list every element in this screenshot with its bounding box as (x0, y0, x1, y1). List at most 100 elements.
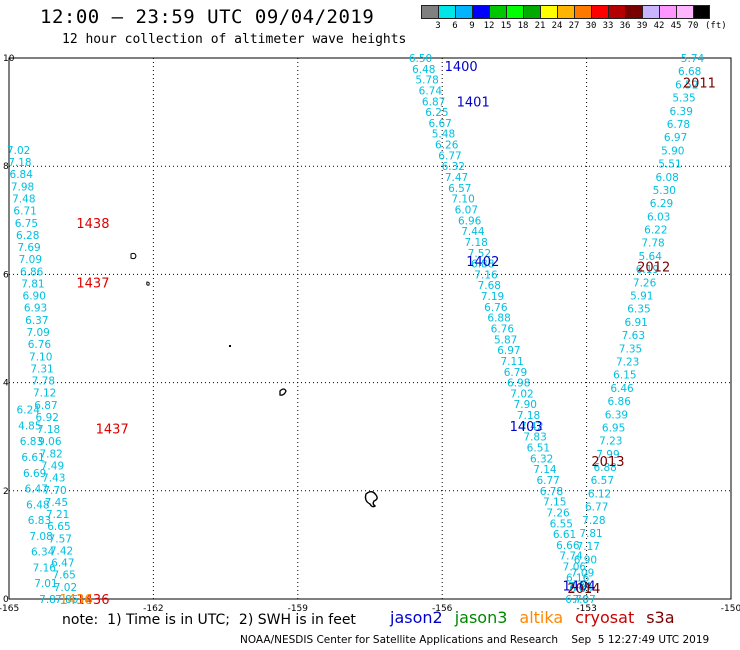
swh-value: 6.57 (448, 183, 471, 195)
swh-value: 6.55 (550, 518, 573, 530)
swh-value: 7.19 (481, 291, 504, 303)
axis-ticks: -165 -162 -159 -156 -153 -150 0 2 4 6 8 10 (0, 54, 740, 614)
swh-value: 7.01 (34, 578, 57, 590)
swh-value: 6.68 (678, 66, 701, 78)
swh-value: 7.98 (11, 181, 34, 193)
swh-value: 6.39 (670, 106, 693, 118)
swh-value: 7.43 (42, 473, 65, 485)
swh-value: 7.10 (29, 351, 52, 363)
swh-value: 6.69 (23, 468, 46, 480)
swh-value: 6.88 (487, 313, 510, 325)
swh-value: 6.83 (20, 436, 43, 448)
swh-value: 6.24 (17, 405, 41, 417)
swh-value: 6.83 (569, 583, 592, 595)
colorbar-swatch (506, 5, 523, 19)
swh-value: 6.67 (428, 118, 451, 130)
pass-label: 1404 (563, 579, 596, 594)
swh-value: 9.06 (38, 436, 62, 448)
swh-value: 7.85 (55, 594, 78, 606)
swh-value: 6.77 (536, 475, 559, 487)
pass-labels: 1400 1401 1402 1403 1404 1438 1437 1437 14361436… (60, 60, 716, 608)
swh-value: 6.93 (24, 303, 47, 315)
swh-value: 6.87 (422, 96, 445, 108)
swh-value: 7.23 (616, 356, 639, 368)
swh-value: 7.09 (19, 254, 42, 266)
swh-value: 6.51 (527, 443, 550, 455)
swh-value: 7.18 (37, 424, 60, 436)
colorbar-label: 3 (435, 21, 441, 31)
swh-value: 7.69 (17, 242, 40, 254)
mission-legend: jason2 jason3 altika cryosat s3a (390, 608, 687, 627)
swh-value: 7.16 (474, 269, 498, 281)
island (130, 252, 137, 260)
swh-value: 6.65 (47, 521, 70, 533)
colorbar-label: 24 (551, 21, 563, 31)
swh-value: 7.10 (451, 194, 474, 206)
pass-label: 2012 (637, 260, 670, 275)
mission-name: cryosat (575, 608, 635, 627)
swh-value: 7.23 (599, 436, 622, 448)
colorbar-swatch (421, 5, 438, 19)
colorbar-swatch (540, 5, 557, 19)
swh-value: 6.86 (608, 396, 632, 408)
pass-label: 2013 (591, 455, 624, 470)
pass-label: 2014 (567, 582, 600, 597)
swh-value: 6.84 (10, 169, 34, 181)
swh-value: 6.77 (438, 150, 461, 162)
swh-value: 5.74 (681, 53, 705, 65)
swh-value: 6.66 (556, 540, 580, 552)
swh-value: 5.35 (672, 93, 695, 105)
swh-value: 6.88 (593, 462, 616, 474)
swh-value: 6.47 (25, 484, 48, 496)
colorbar-label: 36 (619, 21, 631, 31)
swh-value: 6.97 (497, 345, 520, 357)
swh-value: 7.02 (54, 582, 77, 594)
colorbar (421, 5, 710, 19)
swh-value: 7.18 (517, 410, 540, 422)
swh-value: 6.92 (36, 412, 59, 424)
swh-value: 6.74 (419, 85, 443, 97)
swh-value: 6.83 (28, 515, 51, 527)
colorbar-label: 15 (500, 21, 512, 31)
swh-value: 7.31 (30, 363, 53, 375)
swh-value: 6.47 (51, 558, 74, 570)
swh-value: 5.78 (415, 75, 438, 87)
swh-value: 5.87 (494, 334, 517, 346)
x-tick-label: -159 (288, 604, 309, 614)
swh-value: 7.82 (39, 448, 62, 460)
swh-value: 6.28 (16, 230, 39, 242)
colorbar-swatch (489, 5, 506, 19)
swh-value: 6.57 (591, 475, 614, 487)
swh-value: 6.15 (613, 370, 636, 382)
swh-value: 6.25 (425, 107, 448, 119)
swh-value: 6.37 (25, 315, 48, 327)
swh-value: 7.47 (445, 172, 468, 184)
swh-value: 6.48 (26, 499, 49, 511)
swh-value: 7.42 (50, 545, 73, 557)
mission-name: jason2 (390, 608, 443, 627)
swh-value: 7.49 (41, 461, 64, 473)
swh-value: 6.52 (675, 79, 698, 91)
swh-value: 6.78 (667, 119, 690, 131)
swh-value: 7.52 (468, 248, 491, 260)
swh-value: 7.99 (596, 449, 619, 461)
swh-value: 7.90 (514, 399, 537, 411)
colorbar-label: 30 (585, 21, 597, 31)
swh-value: 7.44 (461, 226, 485, 238)
y-tick-label: 2 (3, 487, 9, 497)
mission-name: jason3 (454, 608, 508, 627)
colorbar-label: 12 (483, 21, 495, 31)
footnote: note: 1) Time is in UTC; 2) SWH is in fe… (62, 612, 356, 628)
colorbar-label: 6 (452, 21, 458, 31)
swh-value: 6.08 (655, 172, 678, 184)
colorbar-swatch (557, 5, 574, 19)
swh-value: 4.85 (18, 420, 41, 432)
island (364, 491, 378, 508)
swh-value: 7.18 (8, 157, 31, 169)
swh-value: 7.81 (21, 278, 44, 290)
swh-value: 6.76 (484, 302, 508, 314)
swh-value: 7.11 (500, 356, 523, 368)
island (229, 345, 231, 347)
swh-value: 7.83 (523, 432, 546, 444)
swh-value: 5.51 (658, 159, 681, 171)
